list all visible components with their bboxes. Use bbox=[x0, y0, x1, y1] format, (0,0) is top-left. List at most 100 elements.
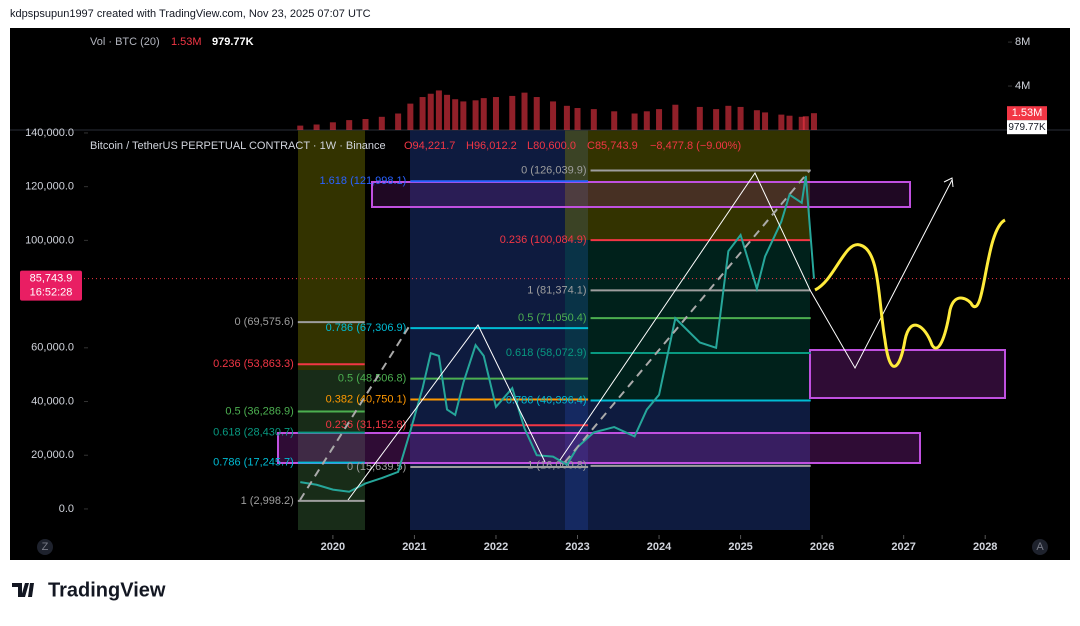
volume-ma: 979.77K bbox=[212, 36, 254, 48]
zone-box bbox=[809, 349, 1006, 399]
zone-box bbox=[371, 181, 911, 208]
fib-label: 0.786 (17,245.7) bbox=[213, 457, 294, 469]
fib-label: 0.5 (71,050.4) bbox=[518, 312, 587, 324]
volume-badge bbox=[1007, 106, 1047, 121]
volume-bar bbox=[362, 119, 369, 130]
y-tick-label: 60,000.0 bbox=[31, 342, 74, 354]
volume-badge bbox=[1007, 120, 1047, 135]
x-tick-label: 2028 bbox=[973, 541, 997, 553]
x-tick-label: 2025 bbox=[728, 541, 752, 553]
zone-box bbox=[277, 432, 921, 464]
y-tick-label: 0.0 bbox=[59, 503, 74, 515]
volume-bar bbox=[656, 109, 663, 130]
volume-bar bbox=[798, 116, 805, 130]
fib-label: 0.618 (28,430.7) bbox=[213, 426, 294, 438]
button[interactable] bbox=[37, 539, 53, 555]
volume-tick-label: 4M bbox=[1015, 80, 1030, 92]
volume-bar bbox=[696, 106, 703, 130]
volume-bar bbox=[329, 122, 336, 130]
volume-last: 1.53M bbox=[171, 36, 202, 48]
x-tick-label: 2020 bbox=[321, 541, 345, 553]
volume-bar bbox=[810, 113, 817, 130]
fib-label: 1.618 (121,998.1) bbox=[319, 175, 406, 187]
volume-bar bbox=[480, 98, 487, 130]
price-badge bbox=[20, 270, 82, 301]
volume-bar bbox=[395, 113, 402, 130]
volume-legend: Vol · BTC (20) bbox=[90, 36, 160, 48]
ohlc-value: C85,743.9 bbox=[587, 140, 638, 152]
ohlc-value: L80,600.0 bbox=[527, 140, 576, 152]
x-tick-label: 2023 bbox=[565, 541, 589, 553]
x-tick-label: 2021 bbox=[402, 541, 426, 553]
x-tick-label: 2022 bbox=[484, 541, 508, 553]
volume-bar bbox=[802, 116, 809, 130]
price-line bbox=[300, 175, 815, 493]
drawing bbox=[347, 324, 546, 501]
credit: kdpspsupun1997 created with TradingView.… bbox=[10, 8, 371, 20]
volume-bar bbox=[786, 115, 793, 130]
volume-badge-label: 979.77K bbox=[1008, 122, 1046, 133]
x-tick-label: 2024 bbox=[647, 541, 672, 553]
fib-label: 1 (16,060.8) bbox=[527, 460, 586, 472]
button-label[interactable]: Z bbox=[42, 541, 49, 553]
fib-label: 0 (126,039.9) bbox=[521, 164, 586, 176]
chart-title: Bitcoin / TetherUS PERPETUAL CONTRACT · … bbox=[90, 140, 386, 152]
volume-bar bbox=[427, 93, 434, 130]
volume-bar bbox=[444, 94, 451, 130]
button[interactable] bbox=[1032, 539, 1048, 555]
fib-label: 0.236 (53,863.3) bbox=[213, 358, 294, 370]
zone bbox=[298, 130, 365, 370]
fib-label: 0.236 (31,152.8) bbox=[326, 419, 407, 431]
ohlc-value: H96,012.2 bbox=[466, 140, 517, 152]
volume-bar bbox=[713, 109, 720, 130]
volume-badge-label: 1.53M bbox=[1012, 107, 1043, 119]
projection bbox=[814, 218, 1006, 368]
volume-bar bbox=[631, 113, 638, 130]
fib-label: 1 (2,998.2) bbox=[241, 495, 294, 507]
last-price: 85,743.9 bbox=[30, 273, 73, 285]
volume-bar bbox=[492, 97, 499, 130]
x-tick-label: 2026 bbox=[810, 541, 834, 553]
volume-bar bbox=[419, 97, 426, 130]
volume-bar bbox=[611, 111, 618, 130]
volume-bar bbox=[778, 114, 785, 130]
volume-bar bbox=[533, 97, 540, 130]
volume-bar bbox=[346, 120, 353, 130]
volume-bar bbox=[472, 100, 479, 130]
ohlc-value: −8,477.8 (−9.00%) bbox=[650, 140, 741, 152]
volume-bar bbox=[643, 111, 650, 130]
volume-bar bbox=[563, 105, 570, 130]
volume-bar bbox=[590, 109, 597, 130]
y-tick-label: 120,000.0 bbox=[25, 181, 74, 193]
y-tick-label: 40,000.0 bbox=[31, 395, 74, 407]
plot: 0 (69,575.6) 0.236 (53,863.3) 0.5 (36,286.… bbox=[10, 41, 1070, 539]
volume-bar bbox=[435, 90, 442, 130]
volume-bar bbox=[725, 105, 732, 130]
volume-bar bbox=[313, 124, 320, 130]
volume-bar bbox=[672, 104, 679, 130]
volume-bar bbox=[550, 101, 557, 130]
volume-bar bbox=[452, 99, 459, 130]
fib-label: 0.236 (100,084.9) bbox=[500, 234, 587, 246]
dashed-line bbox=[564, 169, 811, 463]
drawing bbox=[559, 171, 953, 461]
fib-label: 0.786 (67,306.9) bbox=[326, 322, 407, 334]
dashed-line bbox=[299, 324, 411, 501]
ohlc-value: O94,221.7 bbox=[404, 140, 455, 152]
fib-label: 0 (15,639.5) bbox=[347, 461, 406, 473]
x-tick-label: 2027 bbox=[891, 541, 915, 553]
y-tick-label: 20,000.0 bbox=[31, 449, 74, 461]
brand: TradingView bbox=[48, 579, 166, 601]
button-label[interactable]: A bbox=[1036, 541, 1044, 553]
volume-bar bbox=[753, 110, 760, 130]
volume-bar bbox=[737, 106, 744, 130]
volume-bar bbox=[521, 92, 528, 130]
volume-bar bbox=[574, 108, 581, 130]
zone bbox=[565, 130, 810, 240]
fib-label: 1 (81,374.1) bbox=[527, 284, 586, 296]
logo-icon bbox=[12, 583, 34, 597]
volume-bar bbox=[297, 125, 304, 130]
zone bbox=[565, 240, 810, 400]
